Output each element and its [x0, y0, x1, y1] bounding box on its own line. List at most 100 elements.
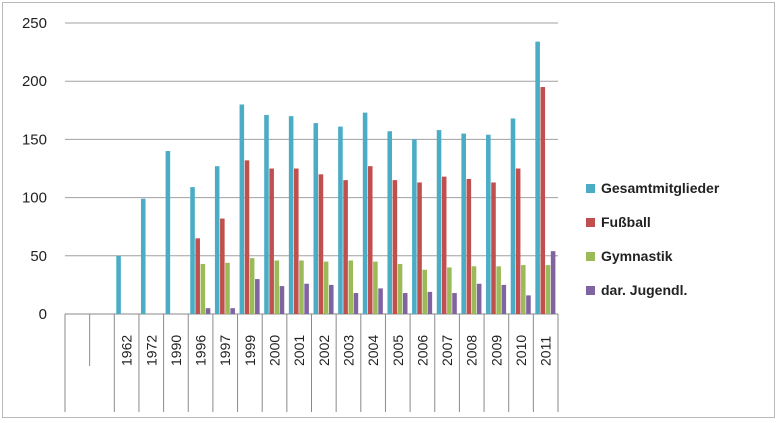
category-label: 2008: [464, 335, 480, 366]
bar-fu-ball-2007: [441, 176, 447, 314]
bar-gesamtmitglieder-1997: [214, 166, 220, 314]
y-tick-label: 0: [39, 306, 47, 323]
y-tick-label: 250: [22, 15, 47, 32]
bar-fu-ball-1996: [195, 238, 200, 314]
bar-gesamtmitglieder-1999: [239, 104, 245, 314]
bar-gymnastik-1996: [200, 263, 206, 314]
bar-fu-ball-1999: [244, 160, 250, 314]
bar-gesamtmitglieder-2000: [264, 114, 269, 315]
bar-gesamtmitglieder-2009: [486, 134, 491, 314]
bar-gymnastik-2005: [397, 263, 403, 314]
gridlines: [65, 22, 558, 315]
bar-gymnastik-2003: [348, 260, 354, 314]
legend-label: Gymnastik: [601, 248, 673, 264]
category-label: 1990: [168, 335, 184, 366]
legend-swatch: [586, 218, 595, 227]
bar-dar-jugendl-2008: [476, 283, 482, 314]
category-label: 2005: [390, 335, 406, 366]
category-label: 2011: [538, 336, 554, 366]
legend: Gesamtmitglieder Fußball Gymnastik dar. Jug…: [586, 180, 720, 298]
category-label: 2000: [267, 335, 283, 366]
legend-swatch: [586, 252, 595, 261]
category-label: 2003: [340, 335, 356, 366]
bar-gymnastik-2002: [323, 261, 329, 314]
bar-dar-jugendl-2010: [526, 295, 531, 314]
bar-gymnastik-1999: [249, 258, 255, 314]
bar-gesamtmitglieder-2005: [387, 131, 393, 314]
bar-fu-ball-2004: [367, 166, 373, 314]
bar-dar-jugendl-1996: [205, 308, 211, 314]
y-tick-label: 100: [22, 190, 47, 207]
category-label: 1999: [242, 335, 258, 366]
category-label: 1962: [119, 335, 135, 366]
y-axis: 0 50 100 150 200 250: [22, 15, 47, 323]
bar-dar-jugendl-2011: [550, 251, 556, 314]
bar-fu-ball-2006: [417, 182, 422, 314]
bar-fu-ball-2002: [318, 174, 324, 314]
bar-gesamtmitglieder-1990: [165, 151, 171, 314]
category-label: 1996: [193, 335, 209, 366]
bar-fu-ball-2005: [392, 180, 398, 314]
y-tick-label: 200: [22, 73, 47, 90]
category-label: 2001: [291, 335, 307, 366]
category-label: 2009: [488, 335, 504, 366]
bar-dar-jugendl-2007: [452, 293, 457, 314]
bar-gymnastik-2007: [447, 267, 452, 314]
legend-swatch: [586, 184, 595, 193]
bar-fu-ball-2003: [343, 180, 348, 314]
legend-label: Gesamtmitglieder: [601, 180, 720, 196]
bar-gymnastik-2001: [299, 260, 304, 314]
legend-label: Fußball: [601, 214, 651, 230]
bar-gymnastik-1997: [225, 262, 230, 314]
bar-gymnastik-2011: [545, 265, 551, 314]
bar-dar-jugendl-1997: [230, 308, 235, 314]
category-label: 1997: [217, 335, 233, 366]
category-label: 2006: [414, 335, 430, 366]
bar-dar-jugendl-2004: [378, 288, 383, 314]
bar-fu-ball-2009: [491, 182, 496, 314]
bar-fu-ball-2001: [294, 168, 299, 314]
category-label: 2004: [365, 335, 381, 366]
bar-fu-ball-2000: [269, 168, 274, 314]
category-label: 2007: [439, 335, 455, 366]
bar-fu-ball-2011: [540, 87, 546, 315]
bar-dar-jugendl-2001: [304, 283, 309, 314]
legend-label: dar. Jugendl.: [601, 282, 687, 298]
bar-gesamtmitglieder-2004: [362, 112, 368, 315]
category-label: 2002: [316, 335, 332, 366]
bar-gymnastik-2006: [422, 269, 427, 314]
bar-fu-ball-1997: [220, 218, 225, 314]
bar-gesamtmitglieder-2007: [436, 130, 442, 314]
bar-dar-jugendl-2006: [427, 291, 433, 314]
bars: [116, 41, 556, 315]
bar-dar-jugendl-2002: [328, 284, 334, 314]
bar-gesamtmitglieder-2006: [412, 139, 417, 314]
y-tick-label: 150: [22, 131, 47, 148]
bar-gymnastik-2000: [274, 260, 280, 314]
bar-gesamtmitglieder-2008: [461, 133, 466, 314]
legend-swatch: [586, 286, 595, 295]
category-table: 1962 1972 1990 1996 1997 1999 2000 2001 2002 2003…: [64, 314, 559, 412]
y-tick-label: 50: [30, 248, 47, 265]
bar-gesamtmitglieder-2010: [510, 118, 516, 314]
bar-gesamtmitglieder-1972: [140, 198, 146, 314]
bar-gesamtmitglieder-2001: [288, 116, 294, 315]
category-label: 1972: [143, 335, 159, 366]
bar-dar-jugendl-2000: [279, 286, 285, 314]
bar-gesamtmitglieder-2002: [313, 123, 319, 314]
bar-gymnastik-2008: [471, 266, 477, 314]
category-label: 2010: [513, 335, 529, 366]
bar-gymnastik-2009: [496, 266, 501, 314]
bar-gymnastik-2010: [521, 265, 526, 314]
bar-dar-jugendl-2005: [402, 293, 408, 314]
bar-gesamtmitglieder-1996: [190, 187, 195, 314]
bar-gesamtmitglieder-2003: [338, 126, 343, 314]
bar-fu-ball-2008: [466, 178, 472, 314]
bar-dar-jugendl-2003: [353, 293, 359, 314]
bar-fu-ball-2010: [515, 168, 521, 314]
bar-dar-jugendl-2009: [501, 284, 507, 314]
bar-gymnastik-2004: [373, 261, 378, 314]
bar-gesamtmitglieder-2011: [535, 41, 540, 315]
bar-gesamtmitglieder-1962: [116, 255, 121, 314]
